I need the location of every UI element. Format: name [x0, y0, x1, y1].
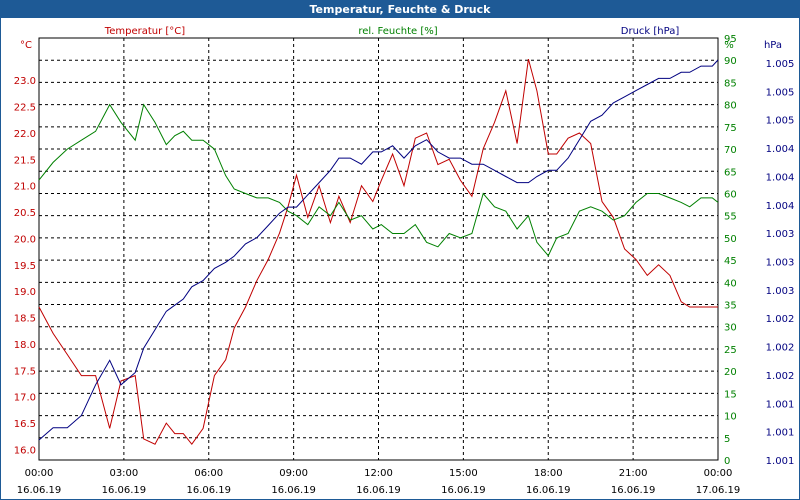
temperature-tick-label: 22.5: [14, 103, 36, 114]
humidity-tick-label: 85: [724, 78, 737, 89]
x-tick-time: 00:00: [704, 468, 733, 479]
temperature-tick-label: 18.0: [14, 340, 36, 351]
pressure-tick-label: 1.002: [766, 343, 795, 354]
humidity-line: [38, 103, 719, 257]
pressure-header: Druck [hPa]: [621, 26, 680, 37]
humidity-tick-label: 45: [724, 256, 737, 267]
x-tick-date: 16.06.19: [17, 485, 62, 496]
pressure-tick-label: 1.003: [766, 286, 795, 297]
pressure-tick-label: 1.005: [766, 116, 795, 127]
humidity-unit-label: %: [724, 40, 734, 51]
pressure-tick-label: 1.001: [766, 456, 795, 467]
x-tick-date: 16.06.19: [441, 485, 486, 496]
pressure-tick-label: 1.001: [766, 428, 795, 439]
temperature-unit-label: °C: [20, 40, 32, 51]
x-tick-time: 09:00: [279, 468, 308, 479]
temperature-header: Temperatur [°C]: [104, 26, 185, 37]
humidity-tick-label: 10: [724, 412, 737, 423]
x-tick-time: 03:00: [109, 468, 138, 479]
temperature-line: [38, 58, 718, 446]
humidity-header: rel. Feuchte [%]: [358, 26, 437, 37]
humidity-tick-label: 60: [724, 189, 737, 200]
x-tick-time: 06:00: [194, 468, 223, 479]
pressure-tick-label: 1.004: [766, 144, 795, 155]
pressure-tick-label: 1.003: [766, 229, 795, 240]
pressure-line: [38, 59, 719, 441]
humidity-tick-label: 20: [724, 367, 737, 378]
x-tick-date: 16.06.19: [356, 485, 401, 496]
temperature-tick-label: 19.0: [14, 287, 36, 298]
temperature-tick-label: 21.5: [14, 155, 36, 166]
pressure-tick-label: 1.003: [766, 258, 795, 269]
pressure-tick-label: 1.004: [766, 201, 795, 212]
temperature-tick-label: 17.0: [14, 393, 36, 404]
x-tick-time: 00:00: [25, 468, 54, 479]
humidity-tick-label: 55: [724, 212, 737, 223]
pressure-unit-label: hPa: [764, 40, 782, 51]
pressure-tick-label: 1.002: [766, 314, 795, 325]
x-tick-time: 21:00: [619, 468, 648, 479]
pressure-tick-label: 1.001: [766, 399, 795, 410]
humidity-tick-label: 70: [724, 145, 737, 156]
humidity-tick-label: 65: [724, 167, 737, 178]
humidity-tick-label: 95: [724, 34, 737, 45]
x-tick-date: 16.06.19: [102, 485, 147, 496]
temperature-tick-label: 16.0: [14, 445, 36, 456]
pressure-tick-label: 1.005: [766, 87, 795, 98]
humidity-tick-label: 80: [724, 101, 737, 112]
pressure-tick-label: 1.005: [766, 59, 795, 70]
pressure-tick-label: 1.004: [766, 172, 795, 183]
temperature-tick-label: 21.0: [14, 182, 36, 193]
temperature-tick-label: 20.0: [14, 234, 36, 245]
x-tick-date: 17.06.19: [696, 485, 741, 496]
humidity-tick-label: 5: [724, 434, 730, 445]
temperature-tick-label: 20.5: [14, 208, 36, 219]
temperature-tick-label: 18.5: [14, 314, 36, 325]
humidity-tick-label: 30: [724, 323, 737, 334]
x-tick-date: 16.06.19: [611, 485, 656, 496]
window-title: Temperatur, Feuchte & Druck: [1, 1, 799, 18]
humidity-tick-label: 50: [724, 234, 737, 245]
humidity-tick-label: 90: [724, 56, 737, 67]
temperature-tick-label: 17.5: [14, 366, 36, 377]
humidity-tick-label: 75: [724, 123, 737, 134]
temperature-tick-label: 16.5: [14, 419, 36, 430]
temperature-tick-label: 22.0: [14, 129, 36, 140]
humidity-tick-label: 35: [724, 301, 737, 312]
humidity-tick-label: 40: [724, 278, 737, 289]
humidity-tick-label: 0: [724, 456, 730, 467]
x-tick-date: 16.06.19: [526, 485, 571, 496]
x-tick-time: 18:00: [534, 468, 563, 479]
temperature-tick-label: 23.0: [14, 76, 36, 87]
temperature-tick-label: 19.5: [14, 261, 36, 272]
x-tick-time: 12:00: [364, 468, 393, 479]
humidity-tick-label: 15: [724, 389, 737, 400]
x-tick-date: 16.06.19: [186, 485, 231, 496]
x-tick-time: 15:00: [449, 468, 478, 479]
humidity-tick-label: 25: [724, 345, 737, 356]
pressure-tick-label: 1.002: [766, 371, 795, 382]
x-tick-date: 16.06.19: [271, 485, 316, 496]
